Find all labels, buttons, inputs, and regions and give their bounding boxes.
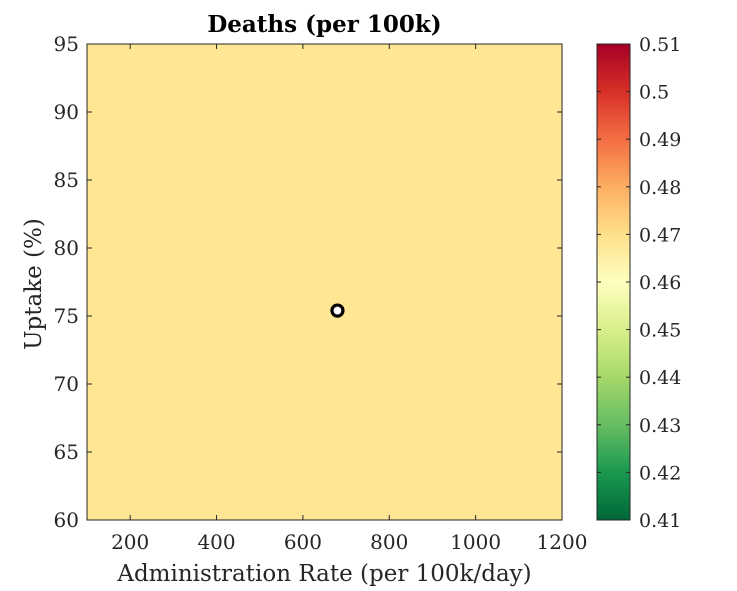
- x-tick-label: 400: [197, 530, 235, 554]
- colorbar-tick-label: 0.46: [639, 272, 681, 294]
- heatmap-surface: [87, 44, 562, 520]
- colorbar-tick-label: 0.51: [639, 34, 681, 56]
- marker-layer: [330, 303, 345, 318]
- plot-frame: [86, 43, 563, 521]
- colorbar-tick-label: 0.42: [639, 462, 681, 484]
- y-tick-label: 70: [54, 372, 79, 396]
- colorbar-tick-label: 0.43: [639, 415, 681, 437]
- y-ticks: 60 65 70 75 80 85 90 95: [54, 32, 562, 532]
- colorbar-tick-label: 0.49: [639, 129, 681, 151]
- y-tick-label: 60: [54, 508, 79, 532]
- x-tick-label: 600: [284, 530, 322, 554]
- x-tick-label: 200: [111, 530, 149, 554]
- y-tick-label: 75: [54, 304, 79, 328]
- colorbar-tick-label: 0.44: [639, 367, 681, 389]
- colorbar-tick-label: 0.47: [639, 224, 681, 246]
- selected-point-marker: [330, 303, 345, 318]
- colorbar-tick-label: 0.45: [639, 320, 681, 342]
- colorbar-tick-label: 0.5: [639, 82, 669, 104]
- y-tick-label: 85: [54, 168, 79, 192]
- x-ticks: 200 400 600 800 1000 1200: [111, 44, 587, 554]
- x-tick-label: 1000: [450, 530, 501, 554]
- y-axis-label: Uptake (%): [21, 218, 47, 350]
- colorbar-ticks: 0.41 0.42 0.43 0.44 0.45 0.46 0.47 0.48 0.49 0.5 0…: [597, 34, 681, 532]
- x-axis-label: Administration Rate (per 100k/day): [116, 561, 531, 587]
- y-tick-label: 95: [54, 32, 79, 56]
- x-tick-label: 800: [370, 530, 408, 554]
- colorbar: [596, 43, 631, 521]
- y-tick-label: 65: [54, 440, 79, 464]
- y-tick-label: 80: [54, 236, 79, 260]
- colorbar-tick-label: 0.41: [639, 510, 681, 532]
- chart-title: Deaths (per 100k): [207, 11, 441, 38]
- x-tick-label: 1200: [537, 530, 588, 554]
- y-tick-label: 90: [54, 100, 79, 124]
- colorbar-tick-label: 0.48: [639, 177, 681, 199]
